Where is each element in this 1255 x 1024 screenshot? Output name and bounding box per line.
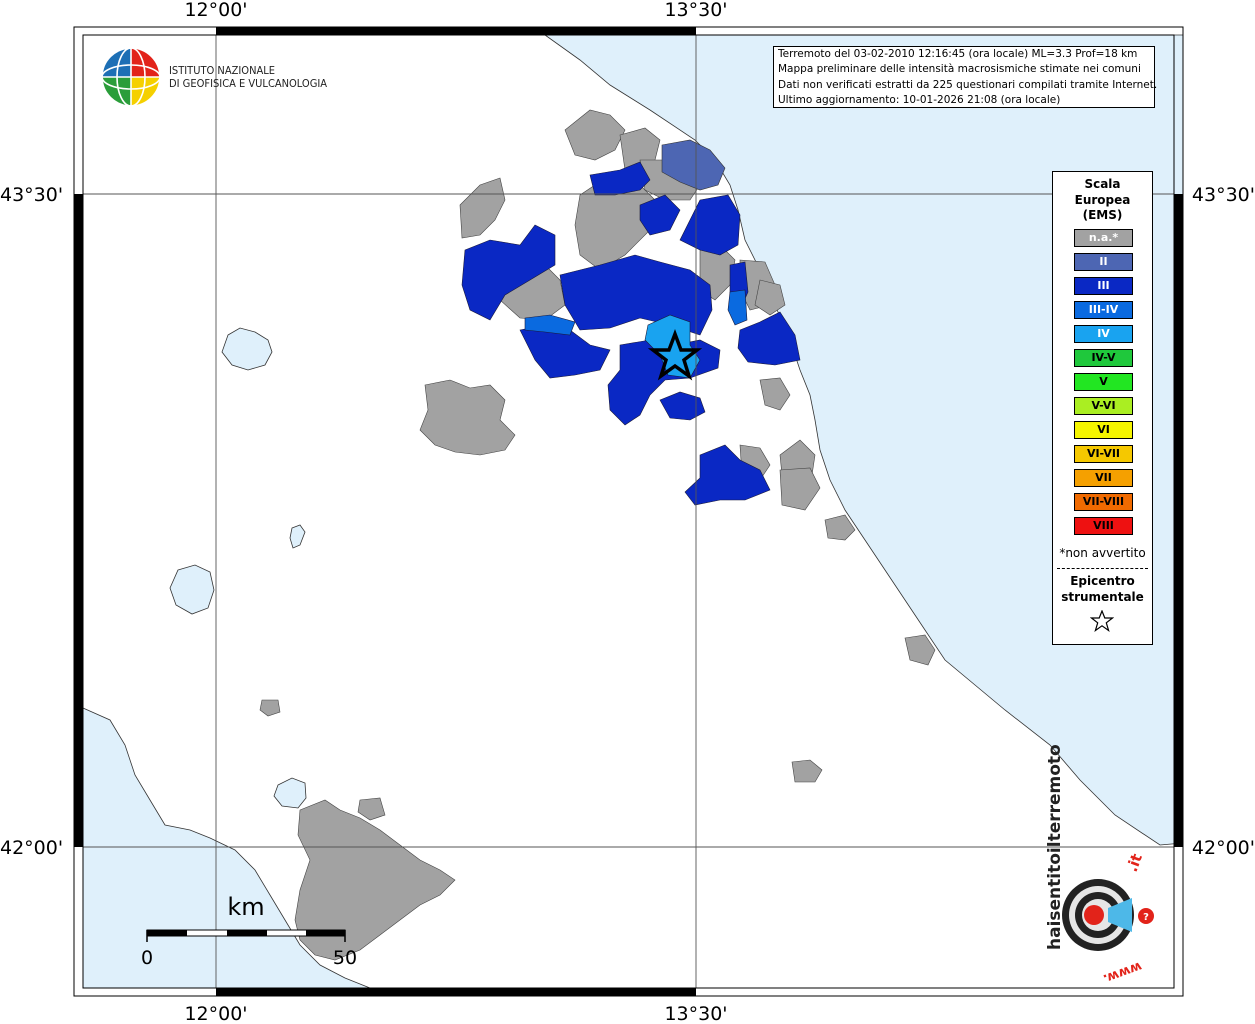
ingv-logo-icon (101, 47, 161, 107)
legend-swatch-ii: II (1074, 253, 1133, 271)
scale-min: 0 (141, 947, 153, 969)
intensity-II (661, 139, 726, 191)
epicenter-star-icon (647, 329, 703, 381)
event-info-box: Terremoto del 03-02-2010 12:16:45 (ora l… (773, 46, 1158, 108)
scale-max: 50 (333, 947, 357, 969)
legend-swatch-viii: VIII (1074, 517, 1133, 535)
svg-text:haisentitoilterremoto: haisentitoilterremoto (1045, 744, 1065, 950)
lon-label-top-right: 13°30' (664, 0, 727, 21)
lat-label-right-top: 43°30' (1192, 184, 1255, 206)
lon-label-bottom-left: 12°00' (184, 1003, 247, 1024)
legend-title: Scala Europea (EMS) (1053, 177, 1152, 224)
scale-unit: km (227, 893, 264, 921)
legend-swatch-vi-vii: VI-VII (1074, 445, 1133, 463)
frame-bars (74, 27, 1183, 996)
ingv-name-line1: ISTITUTO NAZIONALE (169, 64, 276, 77)
lat-label-right-bottom: 42°00' (1192, 837, 1255, 859)
legend-swatch-v-vi: V-VI (1074, 397, 1133, 415)
intensity-III (461, 161, 801, 506)
ems-legend: Scala Europea (EMS) n.a.* II III III-IV IV IV… (1052, 171, 1153, 645)
lat-label-left-top: 43°30' (0, 184, 63, 206)
legend-swatch-iv: IV (1074, 325, 1133, 343)
badge-brand: haisentitoilterremoto (1045, 744, 1065, 950)
lon-label-top-left: 12°00' (184, 0, 247, 21)
lat-label-left-bottom: 42°00' (0, 837, 63, 859)
legend-swatch-iii-iv: III-IV (1074, 301, 1133, 319)
event-info-line2: Mappa preliminare delle intensità macros… (778, 63, 1141, 76)
legend-swatch-iv-v: IV-V (1074, 349, 1133, 367)
lake-vico (273, 777, 307, 809)
scale-bar (146, 929, 346, 942)
legend-epicenter-title: Epicentro strumentale (1053, 573, 1152, 605)
legend-swatch-vii-viii: VII-VIII (1074, 493, 1133, 511)
legend-swatch-v: V (1074, 373, 1133, 391)
legend-title-line2: Europea (1074, 192, 1131, 207)
legend-swatch-iii: III (1074, 277, 1133, 295)
badge-tld-text: .it (1123, 851, 1146, 874)
intensity-III-IV (524, 289, 748, 336)
legend-swatch-n-a: n.a.* (1074, 229, 1133, 247)
lake-trasimeno (221, 327, 273, 371)
legend-swatch-vi: VI (1074, 421, 1133, 439)
ingv-name: ISTITUTO NAZIONALE DI GEOFISICA E VULCAN… (169, 64, 327, 90)
grid (83, 35, 1174, 988)
event-info-line1: Terremoto del 03-02-2010 12:16:45 (ora l… (778, 48, 1138, 60)
lake-bolsena (169, 564, 215, 615)
legend-title-line1: Scala (1084, 177, 1121, 191)
legend-epi-line1: Epicentro (1070, 574, 1135, 588)
legend-na-note: *non avvertito (1059, 546, 1146, 560)
legend-swatch-vii: VII (1074, 469, 1133, 487)
ingv-name-line2: DI GEOFISICA E VULCANOLOGIA (169, 77, 328, 90)
tyrrhenian-sea (82, 707, 371, 989)
svg-text:?: ? (1143, 912, 1149, 923)
event-info-line3: Dati non verificati estratti da 225 ques… (778, 78, 1158, 91)
legend-title-line3: (EMS) (1082, 208, 1123, 222)
event-info-line4: Ultimo aggiornamento: 10-01-2026 21:08 (… (778, 93, 1061, 106)
legend-star-icon (1090, 610, 1114, 632)
lon-label-bottom-right: 13°30' (664, 1003, 727, 1024)
legend-epi-line2: strumentale (1061, 590, 1144, 604)
legend-divider (1057, 568, 1148, 569)
lake-small (289, 524, 306, 549)
